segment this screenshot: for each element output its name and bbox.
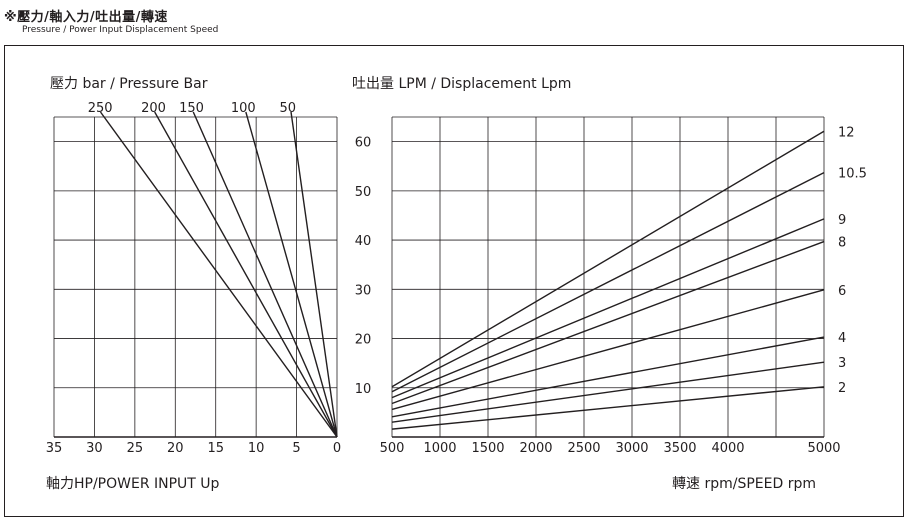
displacement-tick-label: 30 — [355, 283, 372, 298]
hp-tick-label: 30 — [86, 441, 103, 456]
speed-tick-label: 3500 — [663, 441, 696, 456]
pressure-axis-label: 壓力 bar / Pressure Bar — [50, 76, 208, 92]
hp-tick-label: 0 — [333, 441, 341, 456]
speed-tick-label: 1000 — [423, 441, 456, 456]
pressure-line-200 — [154, 111, 338, 438]
displacement-tick-label: 40 — [355, 234, 372, 249]
displacement-line-10-5 — [391, 172, 825, 393]
pressure-line-label: 150 — [179, 101, 204, 116]
pressure-line-label: 200 — [141, 101, 166, 116]
displacement-tick-label: 20 — [355, 333, 372, 348]
speed-tick-label: 500 — [380, 441, 405, 456]
displacement-axis-label: 吐出量 LPM / Displacement Lpm — [352, 76, 571, 92]
displacement-tick-label: 50 — [355, 185, 372, 200]
pressure-lines: 250 200 150 100 50 — [88, 101, 338, 438]
speed-tick-label: 4000 — [711, 441, 744, 456]
hp-tick-label: 20 — [167, 441, 184, 456]
hp-tick-label: 10 — [248, 441, 265, 456]
power-axis-label: 軸力HP/POWER INPUT Up — [46, 476, 220, 492]
hp-tick-label: 5 — [292, 441, 300, 456]
displacement-line-label: 9 — [838, 213, 846, 228]
displacement-lines: 12 10.5 9 8 6 4 3 2 — [391, 125, 867, 430]
displacement-line-label: 3 — [838, 356, 846, 371]
pressure-line-150 — [192, 111, 338, 438]
speed-axis-label: 轉速 rpm/SPEED rpm — [672, 476, 816, 492]
chart-title-cn: ※壓力/軸入力/吐出量/轉速 — [4, 10, 168, 25]
displacement-line-label: 10.5 — [838, 167, 867, 182]
displacement-line-3 — [391, 361, 825, 423]
displacement-line-label: 6 — [838, 284, 846, 299]
pressure-line-label: 50 — [279, 101, 296, 116]
displacement-line-label: 8 — [838, 236, 846, 251]
displacement-line-6 — [391, 289, 825, 411]
grid-lines — [53, 116, 825, 438]
speed-tick-label: 3000 — [615, 441, 648, 456]
displacement-line-4 — [391, 336, 825, 418]
speed-tick-label: 2000 — [519, 441, 552, 456]
pressure-line-label: 100 — [231, 101, 256, 116]
pressure-line-50 — [290, 111, 338, 438]
speed-tick-label: 1500 — [471, 441, 504, 456]
tick-labels: 35 30 25 20 15 10 5 0 500 1000 1500 2000 2500 3000 350… — [46, 136, 841, 456]
displacement-line-12 — [391, 130, 825, 388]
displacement-line-9 — [391, 218, 825, 399]
hp-tick-label: 35 — [46, 441, 63, 456]
pressure-line-250 — [99, 111, 338, 438]
displacement-line-label: 4 — [838, 331, 846, 346]
speed-tick-label: 2500 — [567, 441, 600, 456]
displacement-line-2 — [391, 386, 825, 430]
displacement-tick-label: 60 — [355, 136, 372, 151]
displacement-tick-label: 10 — [355, 382, 372, 397]
displacement-line-label: 12 — [838, 125, 855, 140]
chart-frame — [4, 45, 904, 517]
hp-tick-label: 25 — [127, 441, 144, 456]
pressure-line-100 — [245, 111, 338, 438]
speed-tick-label: 5000 — [807, 441, 840, 456]
chart-title-en: Pressure / Power Input Displacement Spee… — [22, 25, 219, 35]
displacement-line-8 — [391, 240, 825, 405]
displacement-line-label: 2 — [838, 381, 846, 396]
hp-tick-label: 15 — [207, 441, 224, 456]
pressure-line-label: 250 — [88, 101, 113, 116]
